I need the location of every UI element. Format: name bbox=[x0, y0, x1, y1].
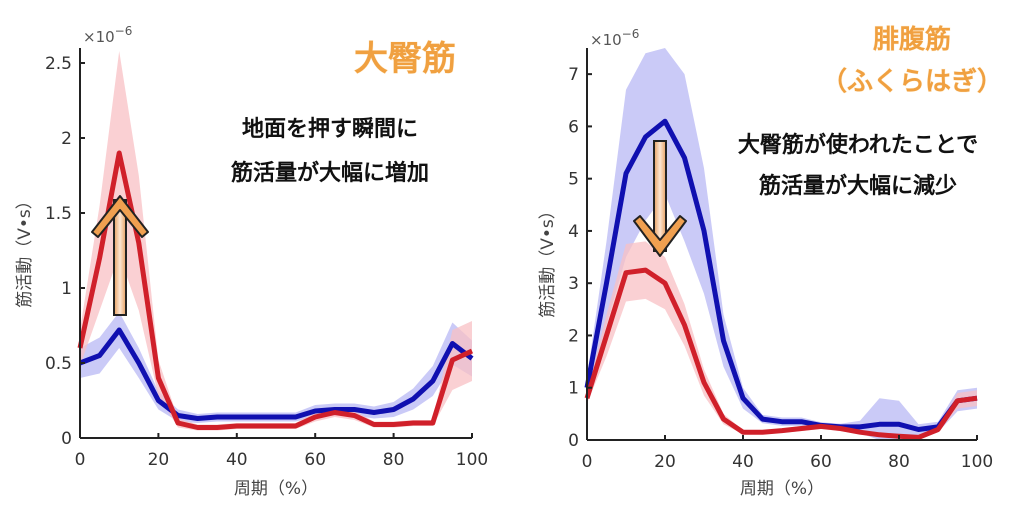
y-axis-label: 筋活動（V•s） bbox=[15, 192, 35, 308]
bands bbox=[587, 48, 977, 440]
x-axis-label: 周期（%） bbox=[740, 479, 824, 499]
band-blue bbox=[587, 48, 977, 440]
y-exponent: ×10−6 bbox=[590, 27, 639, 49]
x-tick-label: 0 bbox=[582, 452, 593, 472]
annotation-line-2: 筋活量が大幅に減少 bbox=[758, 173, 957, 199]
y-tick-label: 3 bbox=[568, 274, 579, 294]
y-tick-label: 2.5 bbox=[45, 54, 72, 74]
arrow-down-icon bbox=[633, 140, 687, 257]
x-tick-label: 60 bbox=[810, 452, 832, 472]
chart-gluteus: 0 20 40 60 80 100 0 0.5 1 1.5 2 2.5 ×10−6 周期（%） 筋活動… bbox=[15, 24, 488, 499]
y-tick-label: 1.5 bbox=[45, 204, 72, 224]
y-exponent: ×10−6 bbox=[83, 24, 132, 46]
y-tick-label: 0 bbox=[61, 429, 72, 449]
x-tick-label: 40 bbox=[226, 450, 248, 470]
x-tick-label: 0 bbox=[75, 450, 86, 470]
y-axis-label: 筋活動（V•s） bbox=[538, 202, 558, 318]
x-tick-label: 20 bbox=[148, 450, 170, 470]
y-tick-label: 7 bbox=[568, 65, 579, 85]
arrow-up-icon bbox=[91, 195, 149, 316]
band-blue bbox=[80, 312, 472, 423]
y-tick-label: 2 bbox=[61, 129, 72, 149]
muscle-title: 大臀筋 bbox=[354, 39, 456, 79]
annotation-line-2: 筋活量が大幅に増加 bbox=[230, 160, 429, 186]
y-tick-label: 6 bbox=[568, 117, 579, 137]
x-tick-label: 40 bbox=[732, 452, 754, 472]
x-tick-label: 80 bbox=[383, 450, 405, 470]
x-axis-label: 周期（%） bbox=[234, 479, 318, 499]
axes: 0 20 40 60 80 100 0 0.5 1 1.5 2 2.5 bbox=[45, 48, 488, 470]
axes: 0 20 40 60 80 100 0 1 2 3 4 5 6 7 bbox=[568, 48, 993, 472]
muscle-subtitle: （ふくらはぎ） bbox=[821, 67, 1003, 97]
y-tick-label: 4 bbox=[568, 222, 579, 242]
chart-gastrocnemius: 0 20 40 60 80 100 0 1 2 3 4 5 6 7 ×10−6 周期（%） 筋活動（V•s… bbox=[538, 24, 1004, 500]
x-tick-label: 60 bbox=[304, 450, 326, 470]
band-red bbox=[80, 51, 472, 431]
y-tick-label: 2 bbox=[568, 326, 579, 346]
x-tick-label: 100 bbox=[961, 452, 993, 472]
x-tick-label: 20 bbox=[654, 452, 676, 472]
lines bbox=[584, 118, 978, 440]
band-red bbox=[587, 241, 977, 439]
y-tick-label: 1 bbox=[568, 379, 579, 399]
y-tick-label: 0 bbox=[568, 431, 579, 451]
y-tick-label: 0.5 bbox=[45, 354, 72, 374]
y-tick-label: 5 bbox=[568, 170, 579, 190]
x-tick-label: 80 bbox=[888, 452, 910, 472]
annotation-line-1: 大臀筋が使われたことで bbox=[738, 132, 978, 158]
x-tick-label: 100 bbox=[456, 450, 488, 470]
bands bbox=[80, 51, 472, 431]
annotation-line-1: 地面を押す瞬間に bbox=[242, 116, 418, 142]
y-tick-label: 1 bbox=[61, 279, 72, 299]
muscle-title: 腓腹筋 bbox=[873, 24, 951, 55]
